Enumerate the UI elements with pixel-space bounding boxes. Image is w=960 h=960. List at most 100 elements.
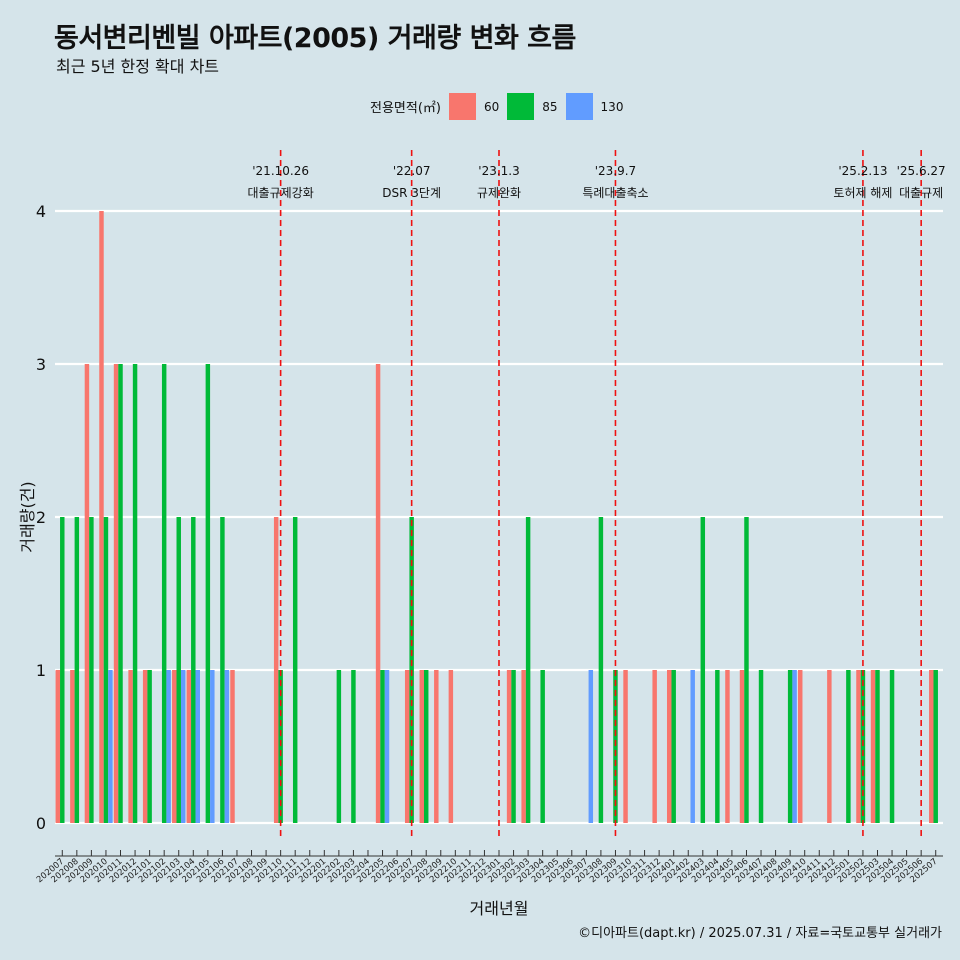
bar <box>195 670 200 823</box>
source-caption: ©디아파트(dapt.kr) / 2025.07.31 / 자료=국토교통부 실… <box>578 926 942 941</box>
event-date-label: '21.10.26 <box>252 164 309 178</box>
legend-swatch-85 <box>507 93 535 120</box>
bar <box>889 670 895 823</box>
bar <box>375 364 381 823</box>
bar <box>652 670 657 823</box>
y-tick-label: 3 <box>36 355 46 374</box>
bar <box>511 670 516 823</box>
bar <box>55 670 61 823</box>
bar <box>351 670 356 823</box>
event-label: 규제완화 <box>477 186 521 200</box>
legend-item-60: 60 <box>448 93 500 120</box>
legend: 전용면적(㎡) 60 85 130 <box>370 93 631 120</box>
bar <box>224 670 230 823</box>
legend-item-130: 130 <box>565 93 624 120</box>
bar <box>74 517 80 823</box>
bar <box>758 670 764 823</box>
bar <box>725 670 730 823</box>
bar <box>99 211 104 823</box>
legend-label-130: 130 <box>600 99 624 114</box>
y-tick-label: 0 <box>36 814 46 833</box>
bar <box>525 517 531 823</box>
bar <box>60 517 65 823</box>
bar <box>929 670 934 823</box>
bar <box>166 670 171 823</box>
bar <box>506 670 512 823</box>
bar <box>598 517 604 823</box>
bar <box>671 670 676 823</box>
bar <box>613 670 618 823</box>
legend-title: 전용면적(㎡) <box>370 101 441 116</box>
bar <box>404 670 410 823</box>
bar <box>448 670 454 823</box>
bar <box>380 670 385 823</box>
bar <box>700 517 706 823</box>
bar <box>521 670 526 823</box>
bar <box>744 517 749 823</box>
bar <box>186 670 192 823</box>
bar <box>787 670 793 823</box>
bar <box>278 670 283 823</box>
y-axis-title: 거래량(건) <box>18 481 37 552</box>
legend-swatch-130 <box>565 93 593 120</box>
bar <box>118 364 123 823</box>
y-tick-label: 2 <box>36 508 46 527</box>
event-date-label: '25.6.27 <box>897 164 946 178</box>
bar <box>142 670 148 823</box>
event-date-label: '25.2.13 <box>838 164 887 178</box>
bar <box>132 364 138 823</box>
bar <box>846 670 851 823</box>
bar <box>147 670 152 823</box>
bar <box>103 517 109 823</box>
bar <box>856 670 861 823</box>
bar <box>423 670 429 823</box>
y-tick-label: 4 <box>36 202 46 221</box>
bar <box>172 670 177 823</box>
event-label: DSR 3단계 <box>382 186 441 200</box>
bar <box>875 670 880 823</box>
bar <box>870 670 876 823</box>
x-axis-title: 거래년월 <box>470 899 529 918</box>
event-label: 특례대출축소 <box>582 186 648 200</box>
bar <box>434 670 439 823</box>
bar <box>739 670 745 823</box>
event-label: 토허제 해제 <box>833 186 892 200</box>
bar <box>666 670 672 823</box>
legend-label-85: 85 <box>542 99 558 114</box>
chart-subtitle: 최근 5년 한정 확대 차트 <box>56 57 220 76</box>
bar <box>827 670 832 823</box>
bar <box>210 670 215 823</box>
bar <box>690 670 695 823</box>
bar <box>792 670 797 823</box>
legend-item-85: 85 <box>507 93 558 120</box>
bar <box>540 670 545 823</box>
bar <box>230 670 235 823</box>
event-label: 대출규제 <box>899 186 943 200</box>
bar <box>220 517 225 823</box>
bar <box>108 670 113 823</box>
bar <box>336 670 342 823</box>
bar <box>715 670 720 823</box>
y-tick-label: 1 <box>36 661 46 680</box>
bar <box>205 364 211 823</box>
bar <box>860 670 866 823</box>
bar <box>933 670 938 823</box>
bar <box>384 670 390 823</box>
bar <box>588 670 594 823</box>
bar <box>623 670 628 823</box>
legend-label-60: 60 <box>483 99 500 114</box>
bar <box>128 670 133 823</box>
bar <box>161 364 167 823</box>
event-date-label: '23.9.7 <box>595 164 636 178</box>
bar <box>273 517 279 823</box>
legend-swatch-60 <box>448 93 476 120</box>
bar <box>798 670 803 823</box>
bar <box>89 517 94 823</box>
event-label: 대출규제강화 <box>248 186 314 200</box>
event-date-label: '23.1.3 <box>478 164 519 178</box>
bar <box>180 670 186 823</box>
bar <box>191 517 196 823</box>
bar <box>292 517 298 823</box>
bar <box>70 670 75 823</box>
